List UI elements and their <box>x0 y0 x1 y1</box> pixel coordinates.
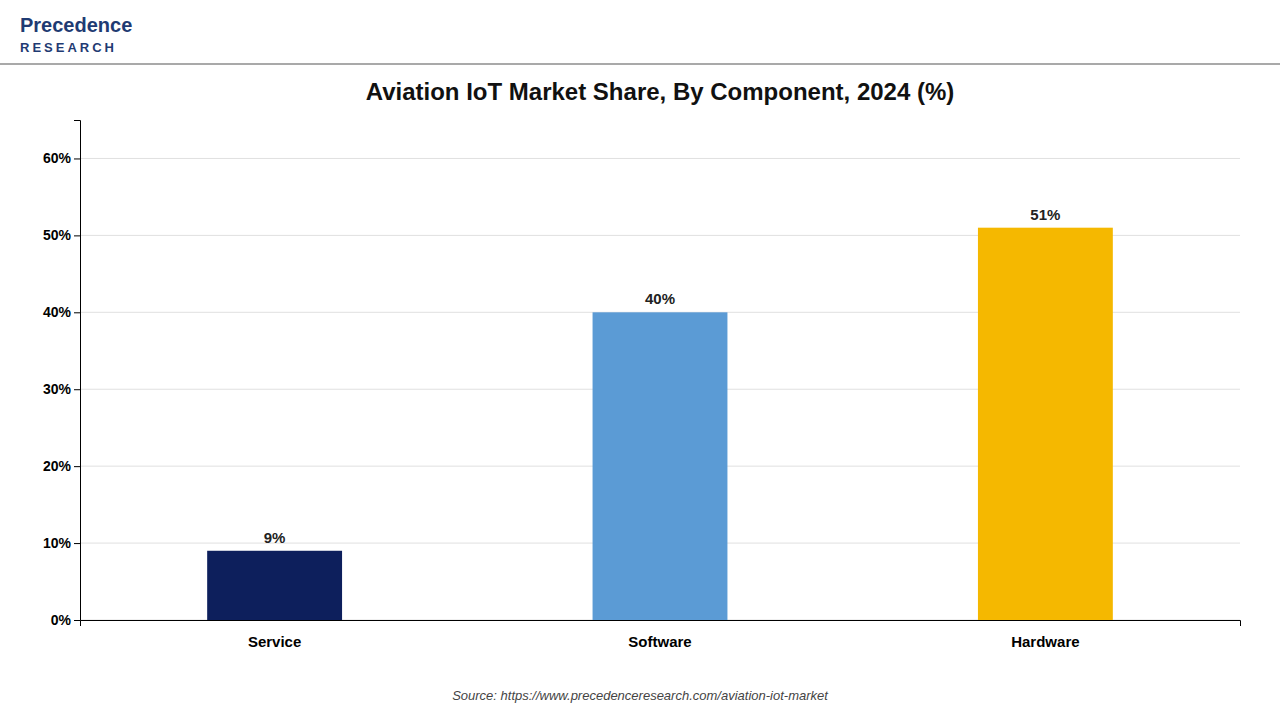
bars <box>207 228 1113 620</box>
x-tick-label: Hardware <box>1011 633 1079 650</box>
y-tick-label: 10% <box>43 535 72 551</box>
x-tick-label: Service <box>248 633 301 650</box>
y-tick: 50% <box>43 227 80 243</box>
y-tick: 30% <box>43 381 80 397</box>
y-axis: 0% 10% 20% 30% 40% 50% 60% <box>43 121 81 628</box>
y-tick-mark <box>74 466 80 467</box>
y-tick: 40% <box>43 304 80 320</box>
y-tick-mark <box>74 620 80 621</box>
bar <box>207 551 342 620</box>
data-label: 9% <box>264 529 286 546</box>
header-line <box>0 63 1280 64</box>
y-tick: 60% <box>43 150 80 166</box>
y-tick-label: 50% <box>43 227 72 243</box>
x-tick: Service <box>248 633 301 650</box>
x-tick-label: Software <box>628 633 691 650</box>
y-tick-mark <box>74 235 80 236</box>
data-label: 51% <box>1030 206 1060 223</box>
y-tick: 0% <box>51 612 80 628</box>
source-text: Source: https://www.precedenceresearch.c… <box>452 688 829 703</box>
y-tick-label: 40% <box>43 304 72 320</box>
y-tick-mark <box>74 389 80 390</box>
x-axis: Service Software Hardware <box>81 621 1241 651</box>
x-axis-line <box>81 621 1241 627</box>
y-tick: 20% <box>43 458 80 474</box>
title: Aviation IoT Market Share, By Component,… <box>366 78 955 105</box>
y-tick-label: 60% <box>43 150 72 166</box>
bar <box>593 312 728 620</box>
y-tick-label: 30% <box>43 381 72 397</box>
grid-line <box>80 158 1240 159</box>
bar <box>978 228 1113 620</box>
logo-text: Precedence <box>20 14 132 36</box>
data-labels: 9% 40% 51% <box>264 206 1061 546</box>
y-tick: 10% <box>43 535 80 551</box>
y-tick-mark <box>74 312 80 313</box>
x-tick: Hardware <box>1011 633 1079 650</box>
y-axis-line <box>74 121 81 621</box>
y-tick-label: 20% <box>43 458 72 474</box>
logo-subtext: RESEARCH <box>20 40 117 55</box>
y-tick-label: 0% <box>51 612 72 628</box>
grid <box>80 158 1240 620</box>
y-tick-mark <box>74 543 80 544</box>
plot: 9% 40% 51% 0% 10% 20% 30% 40% 50% 60% Service Softw… <box>43 121 1241 651</box>
y-tick-mark <box>74 158 80 159</box>
chart: Precedence RESEARCH Source: https://www.pr… <box>0 0 1280 720</box>
data-label: 40% <box>645 290 675 307</box>
x-tick: Software <box>628 633 691 650</box>
